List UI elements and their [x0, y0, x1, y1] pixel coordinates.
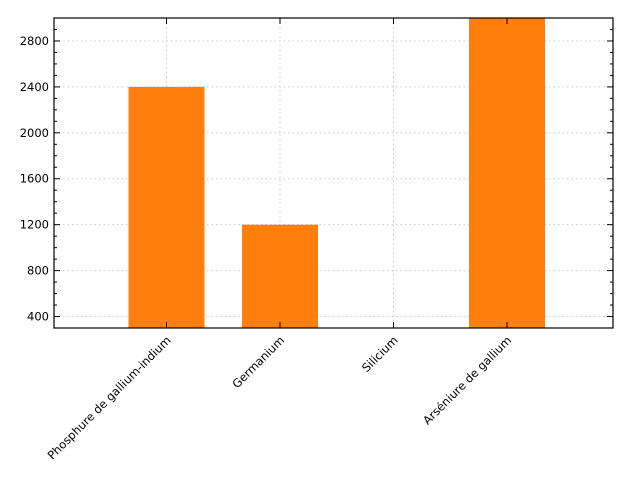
y-tick-label: 2800 — [20, 34, 49, 48]
bar — [242, 224, 318, 328]
y-tick-label: 400 — [27, 310, 49, 324]
grid-lines — [54, 18, 613, 328]
bars — [128, 18, 545, 328]
y-tick-label: 2400 — [20, 80, 49, 94]
plot-frame — [53, 17, 614, 329]
y-tick-label: 800 — [27, 264, 49, 278]
x-tick-label: Phosphure de gallium-indium — [45, 333, 174, 462]
y-tick-label: 1200 — [20, 218, 49, 232]
y-axis: 400 800 1200 1600 2000 2400 2800 — [20, 28, 613, 324]
y-tick-label: 2000 — [20, 126, 49, 140]
y-tick-label: 1600 — [20, 172, 49, 186]
x-tick-label: Silicium — [359, 333, 401, 375]
x-tick-label: Germanium — [229, 333, 287, 391]
x-tick-label: Arséniure de gallium — [420, 333, 514, 427]
bar — [469, 18, 545, 328]
bar — [128, 86, 205, 328]
